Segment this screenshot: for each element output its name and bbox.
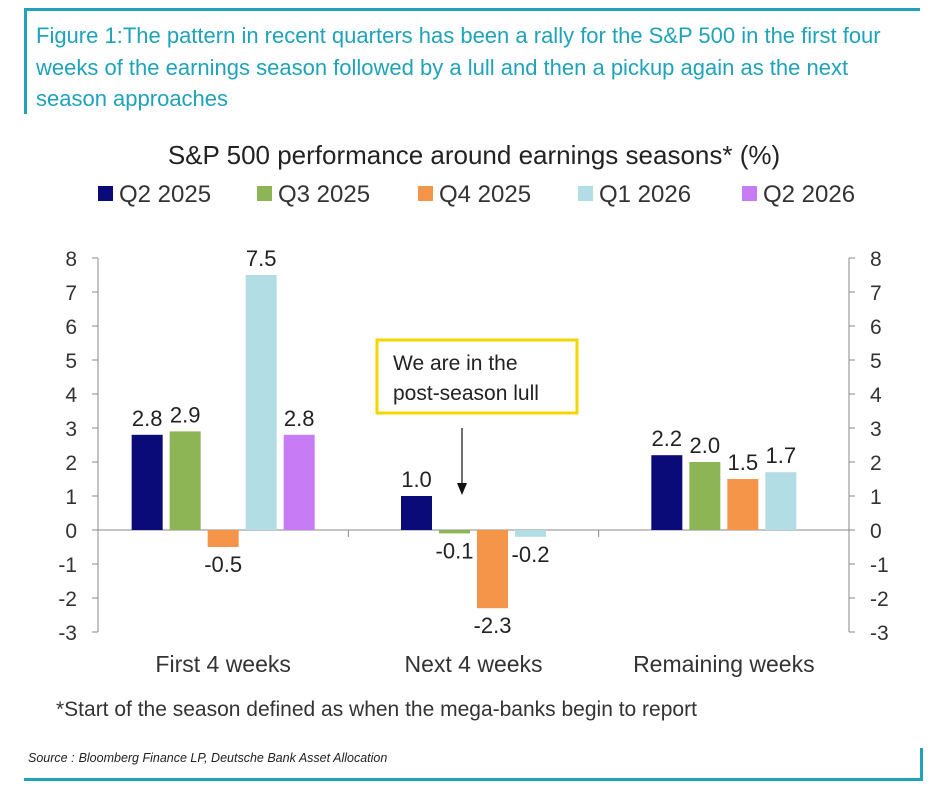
source-line: Source : Bloomberg Finance LP, Deutsche B… [28,751,387,765]
y-tick-label-right: 1 [870,486,882,509]
y-tick-label-right: 2 [870,452,882,475]
category-label: Remaining weeks [633,651,815,677]
data-label-1-series-3: -0.5 [204,552,242,577]
bar-3-series-4 [765,472,797,530]
y-tick-label-left: -1 [58,554,77,577]
data-label-2-series-4: -0.2 [512,542,550,567]
data-label-3-series-4: 1.7 [766,443,797,468]
y-tick-label-left: 8 [65,248,77,271]
y-tick-label-left: 1 [65,486,77,509]
legend-swatch-1 [98,186,113,201]
legend-label-4: Q1 2026 [599,181,691,208]
bar-3-series-2 [689,462,721,530]
y-tick-label-left: 7 [65,282,77,305]
bar-2-series-4 [515,530,546,537]
data-label-3-series-1: 2.2 [652,426,683,451]
frame-top-border [24,8,920,11]
data-label-1-series-4: 7.5 [246,246,277,271]
y-tick-label-right: 7 [870,282,882,305]
legend-label-5: Q2 2026 [763,181,855,208]
bar-1-series-2 [169,431,201,530]
y-tick-label-left: 3 [65,418,77,441]
y-tick-label-left: 2 [65,452,77,475]
frame-bottom-border [24,778,923,781]
data-label-3-series-3: 1.5 [728,450,759,475]
y-tick-label-right: 8 [870,248,882,271]
source-label: Source : [28,751,75,765]
data-label-2-series-1: 1.0 [401,467,432,492]
bar-1-series-4 [245,275,277,530]
y-tick-label-right: -2 [870,588,889,611]
data-label-2-series-3: -2.3 [474,613,512,638]
bar-1-series-1 [131,434,163,530]
data-label-1-series-5: 2.8 [284,406,315,431]
y-tick-label-left: 0 [65,520,77,543]
y-tick-label-left: 4 [65,384,77,407]
annotation-box [375,338,579,415]
footnote: *Start of the season defined as when the… [56,698,697,721]
frame-right-border [920,748,923,781]
data-label-1-series-2: 2.9 [170,402,201,427]
y-tick-label-right: 6 [870,316,882,339]
data-label-3-series-2: 2.0 [690,433,721,458]
legend-label-3: Q4 2025 [439,181,531,208]
legend-swatch-2 [257,186,272,201]
category-label: First 4 weeks [155,651,290,677]
legend-label-1: Q2 2025 [119,181,211,208]
annotation-arrow-head [457,483,467,495]
bar-3-series-3 [727,479,759,530]
chart-title: S&P 500 performance around earnings seas… [168,140,780,170]
bar-3-series-1 [651,455,683,530]
legend-swatch-3 [418,186,433,201]
bar-2-series-2 [439,530,470,534]
bar-2-series-1 [401,496,432,530]
frame-left-border [24,8,27,114]
y-tick-label-left: 6 [65,316,77,339]
category-label: Next 4 weeks [404,651,542,677]
annotation-text-line-1: We are in the [393,352,518,375]
legend-label-2: Q3 2025 [278,181,370,208]
y-tick-label-right: 0 [870,520,882,543]
y-tick-label-left: -2 [58,588,77,611]
bar-2-series-3 [477,530,508,609]
y-tick-label-right: -1 [870,554,889,577]
legend-swatch-4 [578,186,593,201]
y-tick-label-left: 5 [65,350,77,373]
data-label-1-series-1: 2.8 [132,406,163,431]
figure-title: Figure 1:The pattern in recent quarters … [36,23,881,111]
y-tick-label-right: 5 [870,350,882,373]
legend-swatch-5 [742,186,757,201]
y-tick-label-left: -3 [58,622,77,645]
source-text: Bloomberg Finance LP, Deutsche Bank Asse… [78,751,388,765]
bar-1-series-3 [207,530,239,547]
annotation-text-line-2: post-season lull [393,382,539,405]
bar-1-series-5 [283,434,315,530]
y-tick-label-right: 4 [870,384,882,407]
y-tick-label-right: -3 [870,622,889,645]
data-label-2-series-2: -0.1 [436,538,474,563]
y-tick-label-right: 3 [870,418,882,441]
